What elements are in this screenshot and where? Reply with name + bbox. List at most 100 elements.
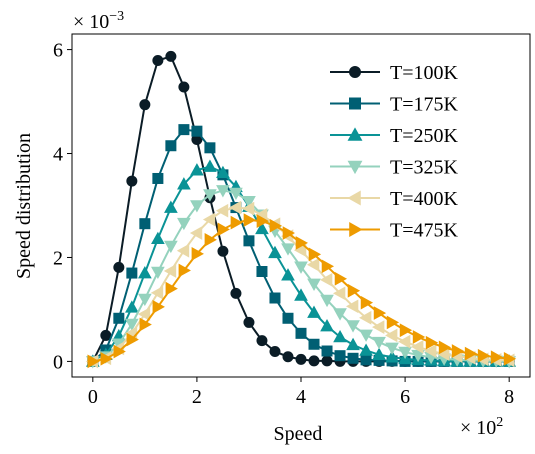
marker [334,271,348,286]
marker [293,243,307,258]
marker [191,246,204,261]
legend-marker [349,97,361,110]
marker [241,201,255,216]
marker [256,335,268,347]
legend-label: T=100K [390,62,458,84]
y-axis-label: Speed distribution [13,133,35,279]
marker [204,232,217,247]
marker [126,332,139,347]
marker [281,243,295,256]
legend-marker [349,222,363,237]
y-multiplier-exponent: −3 [109,9,124,24]
marker [321,355,333,367]
marker [385,328,398,343]
marker [137,307,151,321]
marker [113,261,125,273]
marker [178,81,190,93]
marker [295,236,309,250]
y-tick-label: 4 [53,144,63,166]
marker [372,347,386,360]
marker [359,310,372,325]
marker [385,342,399,355]
marker [190,200,204,213]
marker [295,327,307,339]
y-tick-label: 2 [53,247,63,269]
marker [217,245,229,257]
marker [203,189,217,202]
x-tick-label: 8 [504,386,514,408]
marker [451,344,465,358]
marker [269,218,283,233]
marker [139,317,152,332]
marker [306,257,320,272]
legend-marker [347,160,363,175]
marker [165,281,178,296]
x-multiplier-base: × 10 [460,417,496,439]
marker [190,163,204,176]
marker [176,243,190,258]
marker [282,312,294,324]
marker [360,354,372,366]
marker [372,336,386,350]
marker [294,261,308,274]
y-multiplier: × 10−3 [73,9,124,33]
marker [359,343,373,356]
marker [113,312,125,324]
legend-marker [347,190,361,206]
marker [346,337,360,351]
legend-label: T=250K [390,125,458,147]
marker [255,221,269,235]
marker [139,99,151,111]
marker [424,344,437,358]
marker [150,285,164,300]
marker [372,320,385,334]
marker [217,222,230,237]
marker [282,226,296,240]
marker [464,346,478,361]
marker [269,346,281,358]
y-tick-label: 6 [53,40,63,62]
marker [216,185,230,198]
marker [152,299,165,314]
marker [347,352,359,364]
marker [228,200,242,215]
legend-label: T=175K [390,94,458,116]
marker [268,245,282,259]
marker [295,353,307,365]
marker [230,215,243,230]
y-multiplier-base: × 10 [73,11,109,33]
marker [125,318,139,332]
x-tick-label: 6 [400,386,410,408]
marker [490,350,504,365]
marker [359,329,373,342]
marker [177,177,191,190]
marker [425,335,439,350]
x-tick-label: 4 [296,386,306,408]
y-tick-label: 0 [53,351,63,373]
marker [100,351,113,366]
marker [360,295,374,310]
marker [229,187,243,201]
marker [216,165,230,179]
marker [191,125,203,137]
marker [125,300,139,313]
marker [243,213,256,227]
marker [203,159,217,172]
marker [243,316,255,328]
marker [256,266,268,278]
marker [202,212,216,227]
marker [282,351,294,363]
marker [165,140,177,152]
marker [320,294,334,308]
marker [308,247,322,262]
marker [399,323,413,338]
marker [165,50,177,62]
x-tick-label: 2 [192,386,202,408]
marker [204,142,216,154]
marker [503,351,517,366]
legend-label: T=400K [390,188,458,210]
marker [230,287,242,299]
marker [163,264,177,278]
legend-marker [347,127,363,141]
marker [333,286,346,301]
